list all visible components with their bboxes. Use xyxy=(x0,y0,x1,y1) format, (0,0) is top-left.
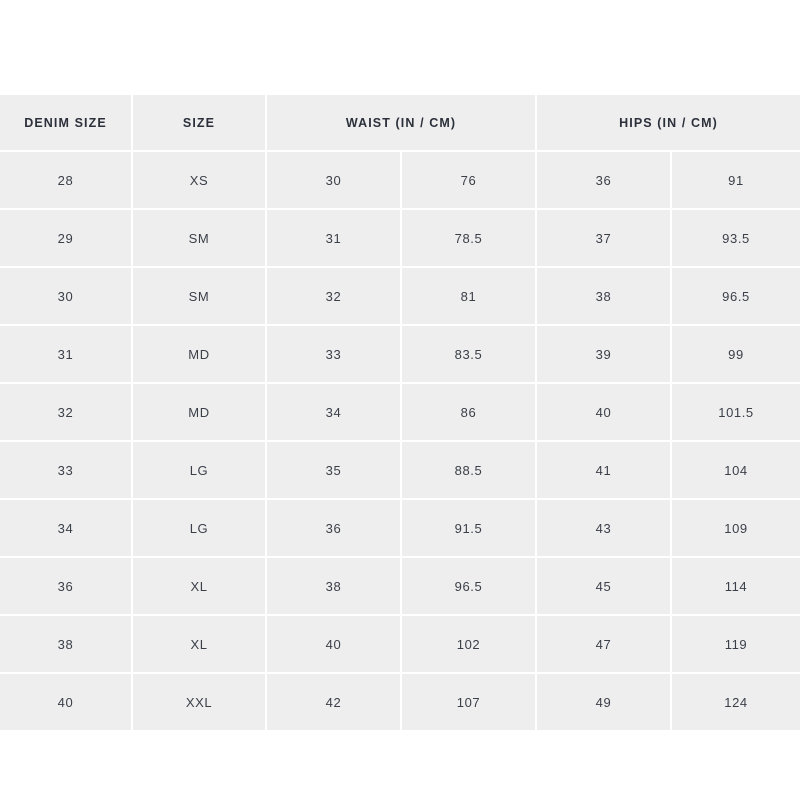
table-body: 28 XS 30 76 36 91 29 SM 31 78.5 37 93.5 … xyxy=(0,152,800,730)
cell-size: MD xyxy=(133,384,267,442)
cell-hips-in: 49 xyxy=(537,674,672,730)
table-row: 28 XS 30 76 36 91 xyxy=(0,152,800,210)
cell-waist-cm: 102 xyxy=(402,616,537,674)
cell-hips-in: 41 xyxy=(537,442,672,500)
column-header-denim-size: DENIM SIZE xyxy=(0,95,133,152)
cell-hips-in: 37 xyxy=(537,210,672,268)
table-row: 38 XL 40 102 47 119 xyxy=(0,616,800,674)
table-row: 40 XXL 42 107 49 124 xyxy=(0,674,800,730)
cell-waist-in: 36 xyxy=(267,500,402,558)
cell-hips-cm: 93.5 xyxy=(672,210,800,268)
cell-hips-in: 43 xyxy=(537,500,672,558)
cell-denim-size: 31 xyxy=(0,326,133,384)
cell-waist-cm: 86 xyxy=(402,384,537,442)
cell-waist-cm: 91.5 xyxy=(402,500,537,558)
column-header-size: SIZE xyxy=(133,95,267,152)
cell-hips-in: 38 xyxy=(537,268,672,326)
cell-hips-cm: 109 xyxy=(672,500,800,558)
cell-denim-size: 33 xyxy=(0,442,133,500)
cell-size: LG xyxy=(133,442,267,500)
cell-hips-cm: 114 xyxy=(672,558,800,616)
cell-waist-in: 38 xyxy=(267,558,402,616)
cell-hips-in: 39 xyxy=(537,326,672,384)
cell-waist-in: 33 xyxy=(267,326,402,384)
header-row: DENIM SIZE SIZE WAIST (IN / CM) HIPS (IN… xyxy=(0,95,800,152)
cell-hips-cm: 119 xyxy=(672,616,800,674)
cell-denim-size: 40 xyxy=(0,674,133,730)
cell-waist-in: 32 xyxy=(267,268,402,326)
table-row: 33 LG 35 88.5 41 104 xyxy=(0,442,800,500)
table-row: 32 MD 34 86 40 101.5 xyxy=(0,384,800,442)
size-chart-container: DENIM SIZE SIZE WAIST (IN / CM) HIPS (IN… xyxy=(0,95,800,730)
cell-denim-size: 28 xyxy=(0,152,133,210)
cell-size: SM xyxy=(133,268,267,326)
cell-size: XXL xyxy=(133,674,267,730)
cell-hips-cm: 124 xyxy=(672,674,800,730)
cell-size: XL xyxy=(133,558,267,616)
cell-hips-cm: 104 xyxy=(672,442,800,500)
cell-hips-in: 47 xyxy=(537,616,672,674)
cell-waist-cm: 96.5 xyxy=(402,558,537,616)
cell-waist-in: 35 xyxy=(267,442,402,500)
cell-denim-size: 38 xyxy=(0,616,133,674)
cell-waist-in: 34 xyxy=(267,384,402,442)
cell-hips-in: 45 xyxy=(537,558,672,616)
cell-size: XL xyxy=(133,616,267,674)
table-row: 31 MD 33 83.5 39 99 xyxy=(0,326,800,384)
cell-waist-cm: 107 xyxy=(402,674,537,730)
table-row: 36 XL 38 96.5 45 114 xyxy=(0,558,800,616)
cell-waist-cm: 81 xyxy=(402,268,537,326)
cell-size: LG xyxy=(133,500,267,558)
cell-size: MD xyxy=(133,326,267,384)
table-row: 29 SM 31 78.5 37 93.5 xyxy=(0,210,800,268)
table-row: 30 SM 32 81 38 96.5 xyxy=(0,268,800,326)
cell-size: XS xyxy=(133,152,267,210)
cell-waist-cm: 83.5 xyxy=(402,326,537,384)
denim-size-chart-table: DENIM SIZE SIZE WAIST (IN / CM) HIPS (IN… xyxy=(0,95,800,730)
cell-denim-size: 36 xyxy=(0,558,133,616)
column-header-waist: WAIST (IN / CM) xyxy=(267,95,537,152)
cell-hips-cm: 99 xyxy=(672,326,800,384)
cell-denim-size: 34 xyxy=(0,500,133,558)
cell-denim-size: 29 xyxy=(0,210,133,268)
cell-waist-in: 42 xyxy=(267,674,402,730)
cell-hips-cm: 91 xyxy=(672,152,800,210)
cell-hips-cm: 96.5 xyxy=(672,268,800,326)
cell-waist-in: 30 xyxy=(267,152,402,210)
column-header-hips: HIPS (IN / CM) xyxy=(537,95,800,152)
cell-waist-cm: 78.5 xyxy=(402,210,537,268)
cell-waist-cm: 76 xyxy=(402,152,537,210)
cell-hips-cm: 101.5 xyxy=(672,384,800,442)
cell-size: SM xyxy=(133,210,267,268)
cell-hips-in: 40 xyxy=(537,384,672,442)
cell-waist-in: 40 xyxy=(267,616,402,674)
cell-denim-size: 30 xyxy=(0,268,133,326)
cell-waist-cm: 88.5 xyxy=(402,442,537,500)
table-row: 34 LG 36 91.5 43 109 xyxy=(0,500,800,558)
table-header: DENIM SIZE SIZE WAIST (IN / CM) HIPS (IN… xyxy=(0,95,800,152)
cell-hips-in: 36 xyxy=(537,152,672,210)
cell-denim-size: 32 xyxy=(0,384,133,442)
cell-waist-in: 31 xyxy=(267,210,402,268)
